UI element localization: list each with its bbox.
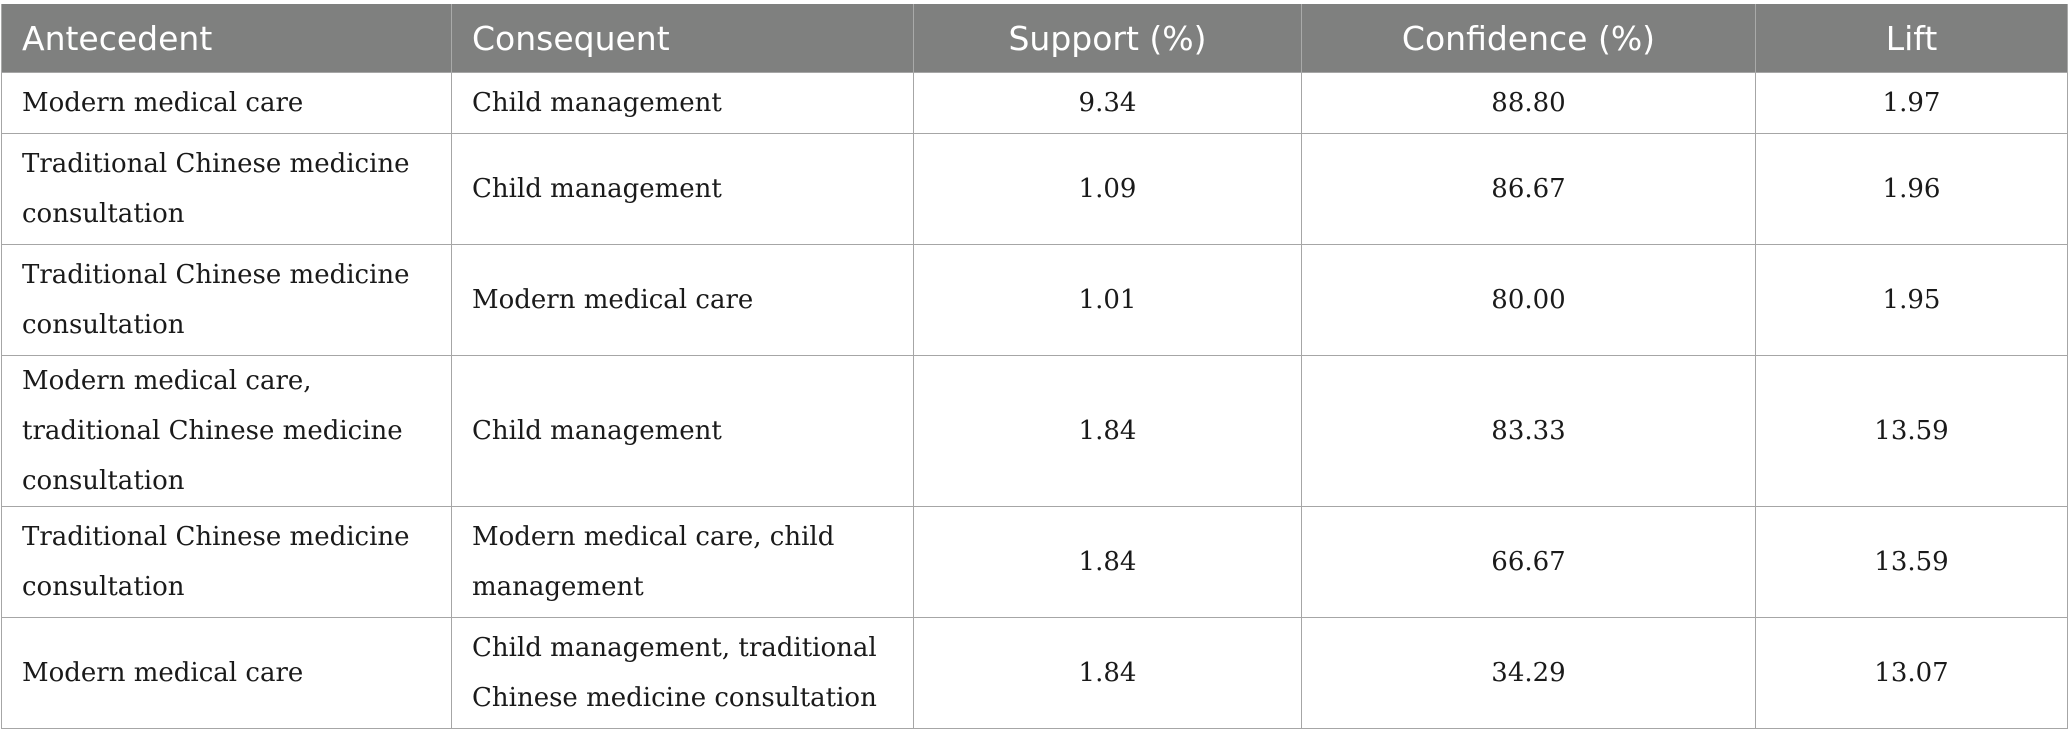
antecedent-cell: Traditional Chinese medicine consultatio… <box>1 506 452 618</box>
consequent-cell: Child management <box>451 355 914 507</box>
header-lift: Lift <box>1755 4 2068 73</box>
header-support: Support (%) <box>913 4 1302 73</box>
header-confidence: Confidence (%) <box>1301 4 1756 73</box>
support-cell: 1.09 <box>913 133 1302 245</box>
support-cell: 1.01 <box>913 244 1302 356</box>
table-row: Traditional Chinese medicine consultatio… <box>1 244 2068 356</box>
consequent-cell: Child management <box>451 72 914 134</box>
lift-cell: 13.59 <box>1755 506 2068 618</box>
table-row: Modern medical care, traditional Chinese… <box>1 355 2068 507</box>
association-rules-table-container: Antecedent Consequent Support (%) Confid… <box>1 4 2068 729</box>
consequent-cell: Modern medical care, child management <box>451 506 914 618</box>
association-rules-table: Antecedent Consequent Support (%) Confid… <box>1 4 2068 729</box>
header-antecedent: Antecedent <box>1 4 452 73</box>
antecedent-cell: Traditional Chinese medicine consultatio… <box>1 133 452 245</box>
table-header: Antecedent Consequent Support (%) Confid… <box>1 4 2068 73</box>
antecedent-cell: Modern medical care <box>1 617 452 729</box>
support-cell: 1.84 <box>913 355 1302 507</box>
table-row: Modern medical care Child management 9.3… <box>1 72 2068 134</box>
consequent-cell: Modern medical care <box>451 244 914 356</box>
lift-cell: 1.96 <box>1755 133 2068 245</box>
antecedent-cell: Traditional Chinese medicine consultatio… <box>1 244 452 356</box>
lift-cell: 1.97 <box>1755 72 2068 134</box>
confidence-cell: 88.80 <box>1301 72 1756 134</box>
confidence-cell: 86.67 <box>1301 133 1756 245</box>
table-row: Traditional Chinese medicine consultatio… <box>1 133 2068 245</box>
confidence-cell: 66.67 <box>1301 506 1756 618</box>
confidence-cell: 83.33 <box>1301 355 1756 507</box>
table-row: Modern medical care Child management, tr… <box>1 617 2068 729</box>
consequent-cell: Child management <box>451 133 914 245</box>
consequent-cell: Child management, traditional Chinese me… <box>451 617 914 729</box>
lift-cell: 13.59 <box>1755 355 2068 507</box>
lift-cell: 13.07 <box>1755 617 2068 729</box>
table-row: Traditional Chinese medicine consultatio… <box>1 506 2068 618</box>
table-body: Modern medical care Child management 9.3… <box>1 72 2068 729</box>
header-consequent: Consequent <box>451 4 914 73</box>
antecedent-cell: Modern medical care <box>1 72 452 134</box>
support-cell: 9.34 <box>913 72 1302 134</box>
confidence-cell: 34.29 <box>1301 617 1756 729</box>
support-cell: 1.84 <box>913 617 1302 729</box>
antecedent-cell: Modern medical care, traditional Chinese… <box>1 355 452 507</box>
lift-cell: 1.95 <box>1755 244 2068 356</box>
confidence-cell: 80.00 <box>1301 244 1756 356</box>
header-row: Antecedent Consequent Support (%) Confid… <box>1 4 2068 73</box>
support-cell: 1.84 <box>913 506 1302 618</box>
